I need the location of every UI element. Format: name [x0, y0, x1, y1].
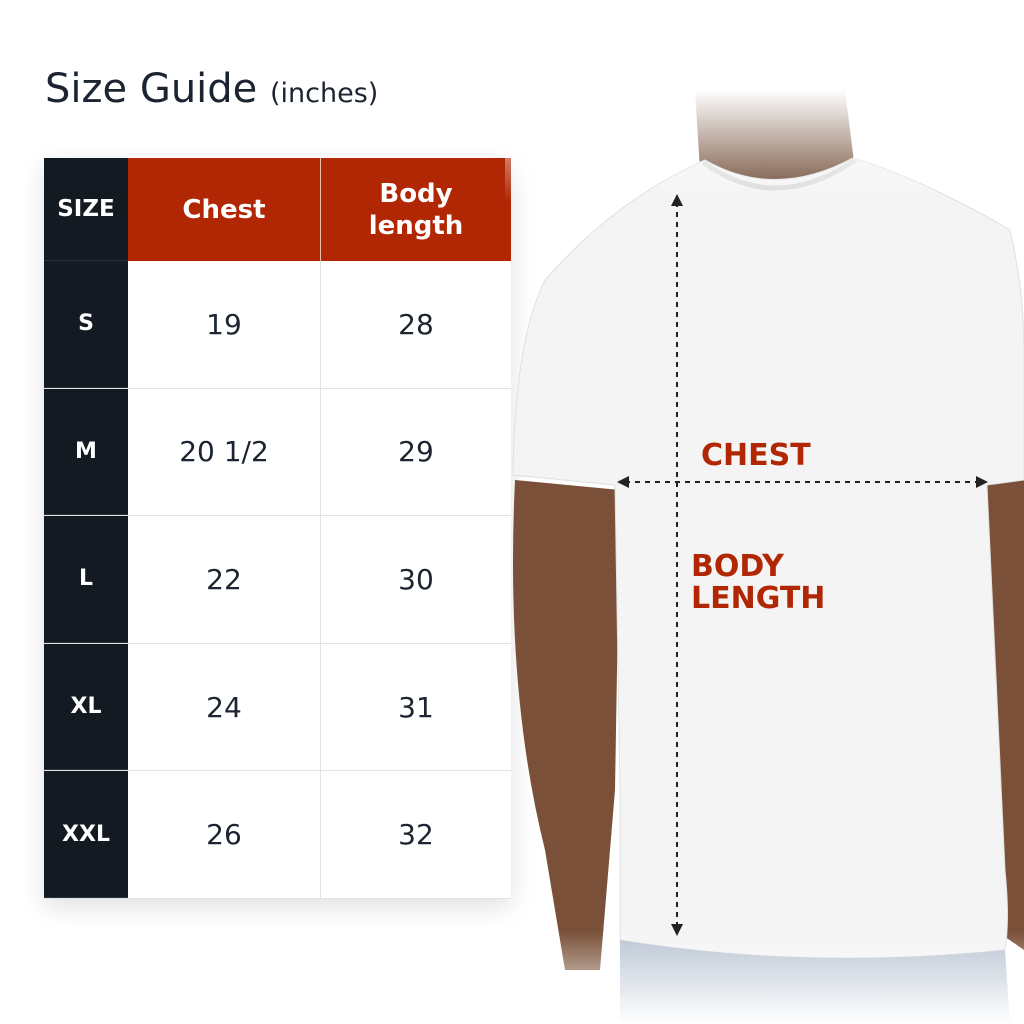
header-size: SIZE	[44, 158, 128, 261]
body-length-cell: 32	[398, 818, 434, 852]
chest-cell: 19	[128, 261, 321, 388]
chest-arrow-left-icon	[617, 476, 629, 488]
table-row: XXL 26 32	[44, 771, 511, 899]
header-chest: Chest	[128, 158, 321, 261]
body-length-cell: 28	[398, 307, 434, 341]
body-length-label-1: BODY	[691, 549, 784, 584]
chest-arrow-right-icon	[976, 476, 988, 488]
table-row: L 22 30	[44, 516, 511, 644]
title-text: Size Guide	[45, 66, 258, 112]
header-body-length-text: Body length	[368, 178, 464, 241]
size-cell: M	[44, 388, 128, 516]
table-row: M 20 1/2 29	[44, 388, 511, 517]
size-table: SIZE Chest Body length S 19 28 M 20 1/2 29 L 22…	[44, 158, 511, 899]
size-cell: XXL	[44, 771, 128, 898]
table-header: SIZE Chest Body length	[44, 158, 511, 261]
body-length-cell: 29	[398, 435, 434, 469]
size-cell: S	[44, 261, 128, 388]
chest-label: CHEST	[701, 438, 811, 473]
table-row: S 19 28	[44, 261, 511, 389]
length-arrow-bottom-icon	[671, 924, 683, 936]
page-title: Size Guide (inches)	[45, 66, 378, 112]
header-body-length: Body length	[321, 158, 511, 261]
length-arrow-top-icon	[671, 194, 683, 206]
table-row: XL 24 31	[44, 643, 511, 772]
body-length-cell: 30	[398, 562, 434, 596]
size-cell: L	[44, 516, 128, 643]
body-length-cell: 31	[398, 690, 434, 724]
title-unit: (inches)	[270, 78, 379, 109]
body-length-label-2: LENGTH	[691, 581, 826, 616]
size-cell: XL	[44, 643, 128, 771]
tshirt-model-photo	[505, 90, 1024, 1024]
chest-cell: 22	[128, 516, 321, 643]
chest-cell: 20 1/2	[128, 388, 321, 516]
chest-cell: 24	[128, 643, 321, 771]
chest-cell: 26	[128, 771, 321, 898]
